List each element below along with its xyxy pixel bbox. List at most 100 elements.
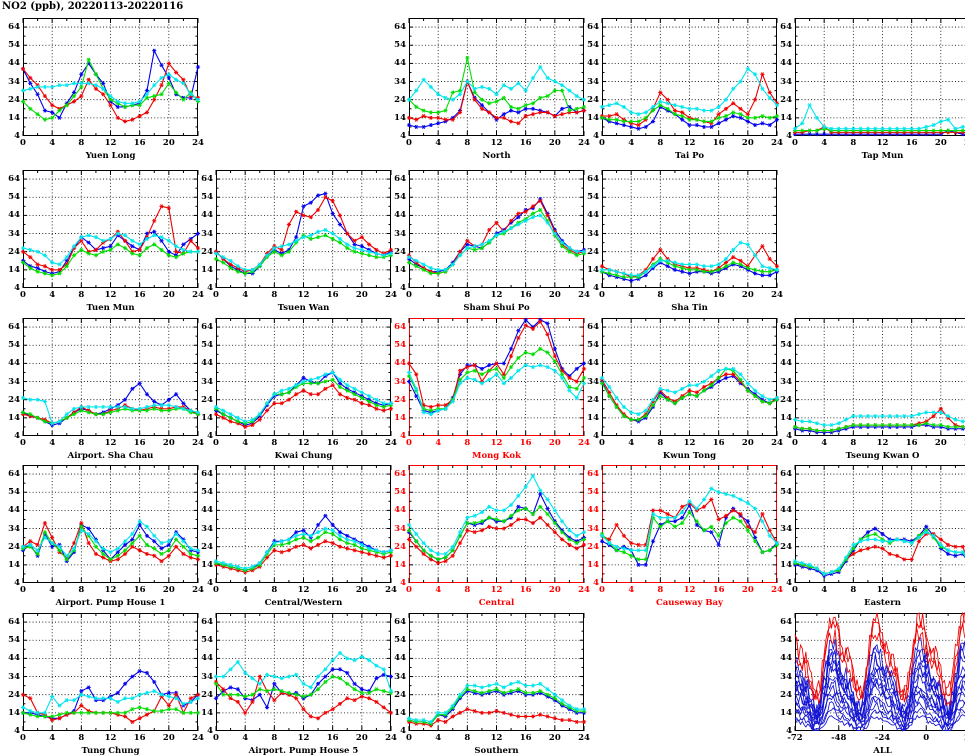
- y-axis-tick-label: 54: [578, 41, 599, 50]
- y-axis-tick-label: 44: [385, 59, 406, 68]
- y-axis-tick-label: 64: [0, 175, 20, 184]
- y-axis-tick-label: 34: [0, 230, 20, 239]
- x-axis-tick-label: 4: [38, 586, 66, 595]
- y-axis-tick-label: 54: [0, 488, 20, 497]
- x-axis-tick-label: 4: [617, 139, 645, 148]
- panel-title: Airport. Pump House 1: [23, 599, 198, 608]
- y-axis-tick-label: 54: [385, 488, 406, 497]
- x-axis-tick-label: 0: [202, 439, 230, 448]
- y-axis-tick-label: 24: [771, 96, 792, 105]
- x-axis-tick-label: 16: [705, 139, 733, 148]
- y-axis-tick-label: 44: [192, 654, 213, 663]
- y-axis-tick-label: 14: [385, 266, 406, 275]
- y-axis-tick-label: 44: [578, 506, 599, 515]
- x-axis-tick-label: 12: [97, 291, 125, 300]
- y-axis-tick-label: 64: [192, 323, 213, 332]
- plot-canvas: [795, 18, 965, 136]
- x-axis-tick-label: 16: [126, 139, 154, 148]
- x-axis-tick-label: 12: [869, 439, 897, 448]
- x-axis-tick-label: 12: [97, 439, 125, 448]
- y-axis-tick-label: 44: [0, 211, 20, 220]
- x-axis-tick-label: 16: [126, 439, 154, 448]
- plot-canvas: [602, 465, 777, 583]
- panel-title: Tai Po: [602, 152, 777, 161]
- x-axis-tick-label: 16: [512, 291, 540, 300]
- y-axis-tick-label: 34: [192, 673, 213, 682]
- x-axis-tick-label: 12: [676, 586, 704, 595]
- y-axis-tick-label: 54: [0, 193, 20, 202]
- y-axis-tick-label: 14: [578, 266, 599, 275]
- y-axis-tick-label: 24: [0, 396, 20, 405]
- plot-canvas: [23, 465, 198, 583]
- x-axis-tick-label: 4: [38, 139, 66, 148]
- x-axis-tick-label: 8: [453, 586, 481, 595]
- y-axis-tick-label: 14: [771, 709, 792, 718]
- y-axis-tick-label: 34: [771, 673, 792, 682]
- y-axis-tick-label: 54: [385, 41, 406, 50]
- y-axis-tick-label: 44: [771, 59, 792, 68]
- x-axis-tick-label: 20: [348, 586, 376, 595]
- x-axis-tick-label: 0: [395, 139, 423, 148]
- x-axis-tick-label: 4: [617, 439, 645, 448]
- x-axis-tick-label: 16: [512, 139, 540, 148]
- x-axis-tick-label: 8: [646, 439, 674, 448]
- panel-title: ALL: [795, 747, 965, 756]
- y-axis-tick-label: 34: [385, 78, 406, 87]
- y-axis-tick-label: 64: [771, 23, 792, 32]
- x-axis-tick-label: 4: [231, 439, 259, 448]
- y-axis-tick-label: 64: [192, 175, 213, 184]
- y-axis-tick-label: 34: [192, 525, 213, 534]
- y-axis-tick-label: 14: [771, 561, 792, 570]
- x-axis-tick-label: 12: [869, 586, 897, 595]
- y-axis-tick-label: 54: [0, 636, 20, 645]
- x-axis-tick-label: 8: [453, 439, 481, 448]
- panel-title: Sha Tin: [602, 304, 777, 313]
- x-axis-tick-label: 0: [781, 586, 809, 595]
- y-axis-tick-label: 14: [0, 561, 20, 570]
- x-axis-tick-label: 20: [348, 734, 376, 743]
- panel-title: Tap Mun: [795, 152, 965, 161]
- x-axis-tick-label: 0: [781, 439, 809, 448]
- x-axis-tick-label: 16: [512, 439, 540, 448]
- x-axis-tick-label: 20: [155, 586, 183, 595]
- panel-title: Tung Chung: [23, 747, 198, 756]
- y-axis-tick-label: 64: [0, 470, 20, 479]
- panel-title: Airport. Pump House 5: [216, 747, 391, 756]
- x-axis-tick-label: 8: [646, 586, 674, 595]
- x-axis-tick-label: 8: [839, 439, 867, 448]
- y-axis-tick-label: 54: [192, 636, 213, 645]
- x-axis-tick-label: 0: [202, 291, 230, 300]
- x-axis-tick-label: 0: [9, 586, 37, 595]
- x-axis-tick-label: 0: [912, 734, 940, 743]
- x-axis-tick-label: 24: [763, 291, 791, 300]
- x-axis-tick-label: 0: [781, 139, 809, 148]
- y-axis-tick-label: 44: [192, 506, 213, 515]
- y-axis-tick-label: 54: [0, 41, 20, 50]
- x-axis-tick-label: 0: [9, 439, 37, 448]
- x-axis-tick-label: -24: [869, 734, 897, 743]
- x-axis-tick-label: 0: [9, 291, 37, 300]
- x-axis-tick-label: 0: [202, 586, 230, 595]
- x-axis-tick-label: 16: [319, 734, 347, 743]
- x-axis-tick-label: 8: [260, 734, 288, 743]
- x-axis-tick-label: 4: [424, 734, 452, 743]
- panel-title: Tsuen Wan: [216, 304, 391, 313]
- x-axis-tick-label: 0: [395, 291, 423, 300]
- x-axis-tick-label: 8: [646, 291, 674, 300]
- y-axis-tick-label: 14: [385, 414, 406, 423]
- x-axis-tick-label: 4: [617, 586, 645, 595]
- y-axis-tick-label: 64: [385, 323, 406, 332]
- x-axis-tick-label: 8: [67, 291, 95, 300]
- y-axis-tick-label: 34: [578, 525, 599, 534]
- plot-canvas: [216, 170, 391, 288]
- y-axis-tick-label: 44: [0, 359, 20, 368]
- x-axis-tick-label: 20: [541, 291, 569, 300]
- y-axis-tick-label: 44: [771, 506, 792, 515]
